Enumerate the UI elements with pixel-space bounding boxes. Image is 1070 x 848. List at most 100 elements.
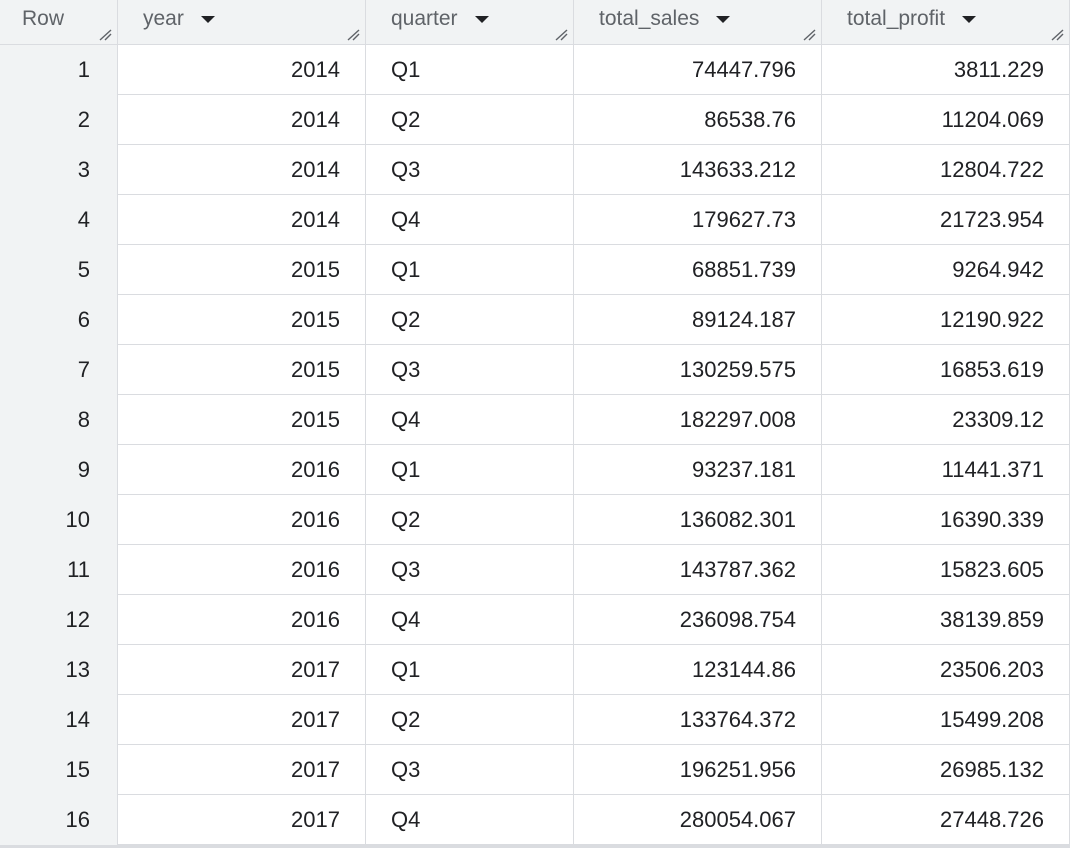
total-sales-cell[interactable]: 93237.181 — [574, 445, 822, 495]
table-row[interactable]: 12 2016 Q4 236098.754 38139.859 — [0, 595, 1070, 645]
total-profit-cell[interactable]: 27448.726 — [822, 795, 1070, 845]
column-header-total-sales[interactable]: total_sales — [574, 0, 822, 45]
total-profit-cell[interactable]: 23309.12 — [822, 395, 1070, 445]
table-row[interactable]: 15 2017 Q3 196251.956 26985.132 — [0, 745, 1070, 795]
year-cell[interactable]: 2016 — [118, 445, 366, 495]
column-header-quarter[interactable]: quarter — [366, 0, 574, 45]
year-cell[interactable]: 2014 — [118, 145, 366, 195]
row-number-cell: 16 — [0, 795, 118, 845]
total-profit-cell[interactable]: 15499.208 — [822, 695, 1070, 745]
total-profit-cell[interactable]: 26985.132 — [822, 745, 1070, 795]
total-sales-cell[interactable]: 133764.372 — [574, 695, 822, 745]
quarter-cell[interactable]: Q1 — [366, 245, 574, 295]
quarter-cell[interactable]: Q2 — [366, 95, 574, 145]
year-cell[interactable]: 2014 — [118, 45, 366, 95]
quarter-cell[interactable]: Q4 — [366, 795, 574, 845]
total-sales-cell[interactable]: 143787.362 — [574, 545, 822, 595]
column-resize-icon[interactable] — [802, 29, 816, 41]
table-header: Row year quarter total_sales — [0, 0, 1070, 45]
total-profit-cell[interactable]: 15823.605 — [822, 545, 1070, 595]
year-cell[interactable]: 2016 — [118, 595, 366, 645]
total-sales-cell[interactable]: 123144.86 — [574, 645, 822, 695]
column-header-year[interactable]: year — [118, 0, 366, 45]
total-profit-cell[interactable]: 9264.942 — [822, 245, 1070, 295]
column-resize-icon[interactable] — [98, 29, 112, 41]
table-row[interactable]: 4 2014 Q4 179627.73 21723.954 — [0, 195, 1070, 245]
year-cell[interactable]: 2016 — [118, 495, 366, 545]
total-sales-cell[interactable]: 130259.575 — [574, 345, 822, 395]
column-header-label: quarter — [391, 7, 458, 30]
year-cell[interactable]: 2015 — [118, 295, 366, 345]
total-profit-cell[interactable]: 38139.859 — [822, 595, 1070, 645]
quarter-cell[interactable]: Q3 — [366, 345, 574, 395]
year-cell[interactable]: 2015 — [118, 395, 366, 445]
table-bottom-border — [0, 845, 1070, 848]
quarter-cell[interactable]: Q4 — [366, 595, 574, 645]
total-sales-cell[interactable]: 74447.796 — [574, 45, 822, 95]
table-row[interactable]: 14 2017 Q2 133764.372 15499.208 — [0, 695, 1070, 745]
table-row[interactable]: 1 2014 Q1 74447.796 3811.229 — [0, 45, 1070, 95]
table-row[interactable]: 3 2014 Q3 143633.212 12804.722 — [0, 145, 1070, 195]
year-cell[interactable]: 2017 — [118, 745, 366, 795]
table-row[interactable]: 2 2014 Q2 86538.76 11204.069 — [0, 95, 1070, 145]
quarter-cell[interactable]: Q4 — [366, 195, 574, 245]
table-row[interactable]: 13 2017 Q1 123144.86 23506.203 — [0, 645, 1070, 695]
row-number-cell: 2 — [0, 95, 118, 145]
sort-down-icon[interactable] — [200, 16, 215, 23]
column-resize-icon[interactable] — [1050, 29, 1064, 41]
total-profit-cell[interactable]: 23506.203 — [822, 645, 1070, 695]
total-sales-cell[interactable]: 86538.76 — [574, 95, 822, 145]
table-row[interactable]: 5 2015 Q1 68851.739 9264.942 — [0, 245, 1070, 295]
total-profit-cell[interactable]: 3811.229 — [822, 45, 1070, 95]
quarter-cell[interactable]: Q3 — [366, 145, 574, 195]
row-number-cell: 3 — [0, 145, 118, 195]
total-sales-cell[interactable]: 179627.73 — [574, 195, 822, 245]
quarter-cell[interactable]: Q3 — [366, 545, 574, 595]
table-row[interactable]: 16 2017 Q4 280054.067 27448.726 — [0, 795, 1070, 845]
table-row[interactable]: 7 2015 Q3 130259.575 16853.619 — [0, 345, 1070, 395]
total-profit-cell[interactable]: 16853.619 — [822, 345, 1070, 395]
total-sales-cell[interactable]: 68851.739 — [574, 245, 822, 295]
sort-down-icon[interactable] — [962, 16, 977, 23]
table-row[interactable]: 11 2016 Q3 143787.362 15823.605 — [0, 545, 1070, 595]
year-cell[interactable]: 2014 — [118, 95, 366, 145]
total-sales-cell[interactable]: 136082.301 — [574, 495, 822, 545]
quarter-cell[interactable]: Q1 — [366, 445, 574, 495]
year-cell[interactable]: 2015 — [118, 245, 366, 295]
sort-down-icon[interactable] — [474, 16, 489, 23]
total-profit-cell[interactable]: 11204.069 — [822, 95, 1070, 145]
total-sales-cell[interactable]: 182297.008 — [574, 395, 822, 445]
year-cell[interactable]: 2014 — [118, 195, 366, 245]
total-sales-cell[interactable]: 143633.212 — [574, 145, 822, 195]
year-cell[interactable]: 2017 — [118, 695, 366, 745]
total-profit-cell[interactable]: 21723.954 — [822, 195, 1070, 245]
quarter-cell[interactable]: Q1 — [366, 45, 574, 95]
total-sales-cell[interactable]: 236098.754 — [574, 595, 822, 645]
year-cell[interactable]: 2016 — [118, 545, 366, 595]
column-header-total-profit[interactable]: total_profit — [822, 0, 1070, 45]
table-row[interactable]: 6 2015 Q2 89124.187 12190.922 — [0, 295, 1070, 345]
table-row[interactable]: 10 2016 Q2 136082.301 16390.339 — [0, 495, 1070, 545]
quarter-cell[interactable]: Q3 — [366, 745, 574, 795]
total-profit-cell[interactable]: 16390.339 — [822, 495, 1070, 545]
quarter-cell[interactable]: Q4 — [366, 395, 574, 445]
total-profit-cell[interactable]: 12804.722 — [822, 145, 1070, 195]
quarter-cell[interactable]: Q2 — [366, 295, 574, 345]
total-profit-cell[interactable]: 12190.922 — [822, 295, 1070, 345]
quarter-cell[interactable]: Q2 — [366, 695, 574, 745]
column-resize-icon[interactable] — [346, 29, 360, 41]
total-sales-cell[interactable]: 89124.187 — [574, 295, 822, 345]
year-cell[interactable]: 2017 — [118, 795, 366, 845]
quarter-cell[interactable]: Q2 — [366, 495, 574, 545]
total-sales-cell[interactable]: 196251.956 — [574, 745, 822, 795]
row-number-cell: 9 — [0, 445, 118, 495]
table-row[interactable]: 8 2015 Q4 182297.008 23309.12 — [0, 395, 1070, 445]
year-cell[interactable]: 2015 — [118, 345, 366, 395]
total-sales-cell[interactable]: 280054.067 — [574, 795, 822, 845]
sort-down-icon[interactable] — [716, 16, 731, 23]
year-cell[interactable]: 2017 — [118, 645, 366, 695]
total-profit-cell[interactable]: 11441.371 — [822, 445, 1070, 495]
table-row[interactable]: 9 2016 Q1 93237.181 11441.371 — [0, 445, 1070, 495]
quarter-cell[interactable]: Q1 — [366, 645, 574, 695]
column-resize-icon[interactable] — [554, 29, 568, 41]
